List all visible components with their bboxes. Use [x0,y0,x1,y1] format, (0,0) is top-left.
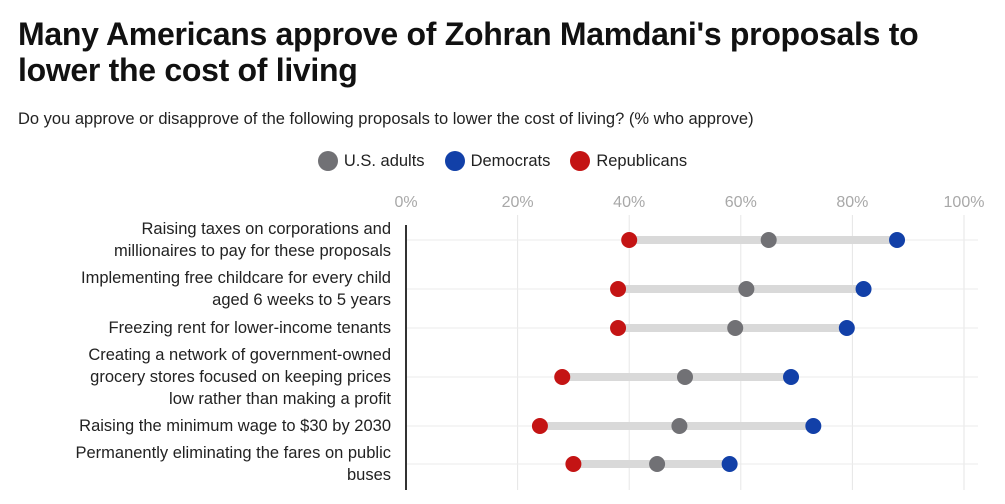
dot-democrats-4 [805,418,822,434]
row-label-5: Permanently eliminating the fares on pub… [0,442,391,486]
row-label-line: Permanently eliminating the fares on pub… [75,444,391,462]
dot-u-s-adults-4 [671,418,688,434]
dot-democrats-2 [838,320,855,336]
x-tick-label-100: 100% [944,194,985,211]
row-label-1: Implementing free childcare for every ch… [0,267,391,311]
row-label-line: aged 6 weeks to 5 years [212,291,391,309]
dot-u-s-adults-3 [677,369,693,385]
row-label-4: Raising the minimum wage to $30 by 2030 [0,415,391,437]
chart-title: Many Americans approve of Zohran Mamdani… [18,16,919,88]
dot-democrats-5 [721,456,738,472]
x-tick-label-80: 80% [836,194,868,211]
legend-swatch-republicans [570,151,591,171]
dot-u-s-adults-5 [649,456,666,472]
x-tick-label-40: 40% [613,194,645,211]
x-tick-label-20: 20% [502,194,534,211]
row-label-0: Raising taxes on corporations and million… [0,218,391,262]
dot-democrats-3 [783,369,800,385]
legend-item-democrats: Democrats [444,151,551,171]
legend-swatch-democrats [444,151,465,171]
row-label-2: Freezing rent for lower-income tenants [0,317,391,339]
legend-item-us-adults: U.S. adults [317,151,425,171]
dot-democrats-1 [855,281,872,297]
row-label-line: Raising taxes on corporations and [141,220,391,238]
row-label-3: Creating a network of government-owned gr… [0,344,391,410]
row-label-line: Implementing free childcare for every ch… [81,269,391,287]
legend-swatch-us-adults [317,151,338,171]
legend: U.S. adults Democrats Republicans [0,148,1005,174]
legend-label-us-adults: U.S. adults [343,151,425,170]
row-label-line: buses [346,466,391,484]
row-label-line: Raising the minimum wage to $30 by 2030 [79,417,391,435]
chart-subtitle: Do you approve or disapprove of the foll… [18,110,754,128]
dot-u-s-adults-0 [760,232,777,248]
row-label-line: grocery stores focused on keeping prices [90,368,391,386]
row-label-line: low rather than making a profit [169,390,391,408]
row-label-line: Creating a network of government-owned [88,346,391,364]
dot-republicans-1 [610,281,627,297]
dot-republicans-5 [565,456,582,472]
legend-item-republicans: Republicans [570,151,687,171]
row-label-line: Freezing rent for lower-income tenants [108,319,391,337]
x-tick-label-60: 60% [725,194,757,211]
x-tick-label-0: 0% [394,194,417,211]
legend-label-democrats: Democrats [470,151,551,170]
dot-u-s-adults-2 [727,320,744,336]
dot-democrats-0 [889,232,906,248]
dot-republicans-4 [531,418,548,434]
dot-republicans-0 [621,232,638,248]
dot-republicans-3 [554,369,571,385]
legend-label-republicans: Republicans [596,151,688,170]
row-label-line: millionaires to pay for these proposals [114,242,391,260]
dot-republicans-2 [610,320,627,336]
dot-u-s-adults-1 [738,281,755,297]
